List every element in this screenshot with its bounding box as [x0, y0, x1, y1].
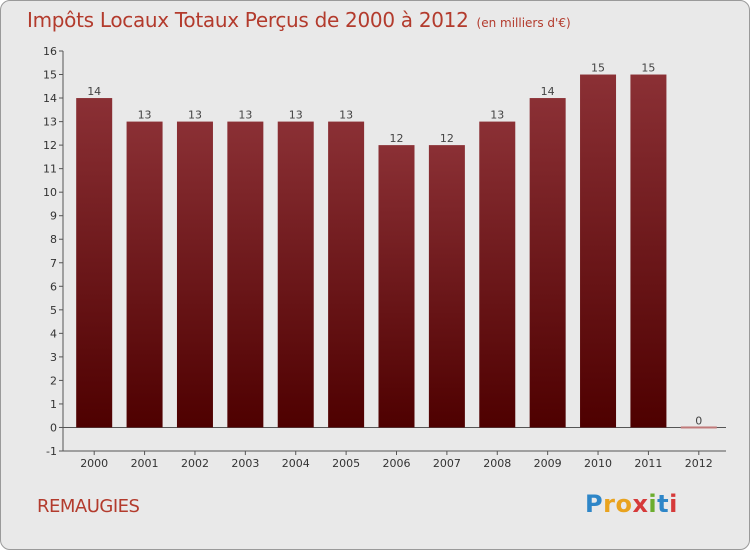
data-label: 14 [87, 85, 101, 98]
x-tick-label: 2000 [80, 457, 108, 470]
y-tick-label: 14 [43, 92, 57, 105]
bar [680, 426, 717, 429]
y-tick-label: 10 [43, 186, 57, 199]
bar [277, 121, 314, 428]
commune-name: REMAUGIES [37, 496, 140, 517]
data-label: 13 [138, 109, 152, 122]
chart-title: Impôts Locaux Totaux Perçus de 2000 à 20… [27, 8, 571, 32]
chart-bars [76, 74, 717, 429]
x-tick-label: 2008 [483, 457, 511, 470]
y-tick-label: -1 [46, 445, 57, 458]
y-tick-label: 9 [50, 210, 57, 223]
x-tick-label: 2002 [181, 457, 209, 470]
data-label: 13 [490, 109, 504, 122]
y-tick-label: 11 [43, 163, 57, 176]
y-tick-label: 1 [50, 398, 57, 411]
bar [529, 98, 566, 428]
y-tick-label: 12 [43, 139, 57, 152]
bar [580, 74, 617, 428]
logo-letter: x [632, 490, 649, 518]
x-tick-label: 2007 [433, 457, 461, 470]
data-label: 15 [591, 62, 605, 75]
data-label: 15 [641, 62, 655, 75]
y-tick-label: 15 [43, 69, 57, 82]
x-tick-label: 2010 [584, 457, 612, 470]
x-tick-label: 2006 [383, 457, 411, 470]
x-tick-label: 2003 [231, 457, 259, 470]
bar [176, 121, 213, 428]
x-tick-label: 2011 [634, 457, 662, 470]
logo-letter: t [657, 490, 670, 518]
x-tick-label: 2005 [332, 457, 360, 470]
data-label: 13 [188, 109, 202, 122]
bar [428, 145, 465, 428]
data-label: 13 [339, 109, 353, 122]
logo-letter: P [585, 490, 604, 518]
data-label: 13 [289, 109, 303, 122]
logo-letter: o [615, 490, 633, 518]
bar [328, 121, 365, 428]
chart-unit-note: (en milliers d'€) [476, 16, 571, 30]
chart-title-text: Impôts Locaux Totaux Perçus de 2000 à 20… [27, 8, 469, 32]
bar [630, 74, 667, 428]
bar [126, 121, 163, 428]
data-label: 12 [390, 132, 404, 145]
y-tick-label: 5 [50, 304, 57, 317]
y-tick-label: 6 [50, 280, 57, 293]
logo-letter: i [648, 490, 658, 518]
logo-letter: r [603, 490, 616, 518]
bar [378, 145, 415, 428]
y-tick-label: 4 [50, 327, 57, 340]
bar [76, 98, 113, 428]
proxiti-logo: Proxiti [585, 490, 678, 518]
data-label: 13 [238, 109, 252, 122]
x-tick-label: 2009 [534, 457, 562, 470]
chart-labels: 2000 14 2001 13 2002 13 2003 13 2004 13 2005 13 2006… [80, 62, 713, 470]
y-tick-label: 2 [50, 374, 57, 387]
y-tick-label: 16 [43, 45, 57, 58]
data-label: 0 [695, 414, 702, 427]
y-tick-label: 0 [50, 421, 57, 434]
x-tick-label: 2001 [131, 457, 159, 470]
y-tick-label: 8 [50, 233, 57, 246]
x-tick-label: 2004 [282, 457, 310, 470]
data-label: 12 [440, 132, 454, 145]
x-tick-label: 2012 [685, 457, 713, 470]
bar [479, 121, 516, 428]
data-label: 14 [541, 85, 555, 98]
y-tick-label: 7 [50, 257, 57, 270]
bar [227, 121, 264, 428]
y-tick-label: 3 [50, 351, 57, 364]
logo-letter: i [669, 490, 678, 518]
y-tick-label: 13 [43, 116, 57, 129]
